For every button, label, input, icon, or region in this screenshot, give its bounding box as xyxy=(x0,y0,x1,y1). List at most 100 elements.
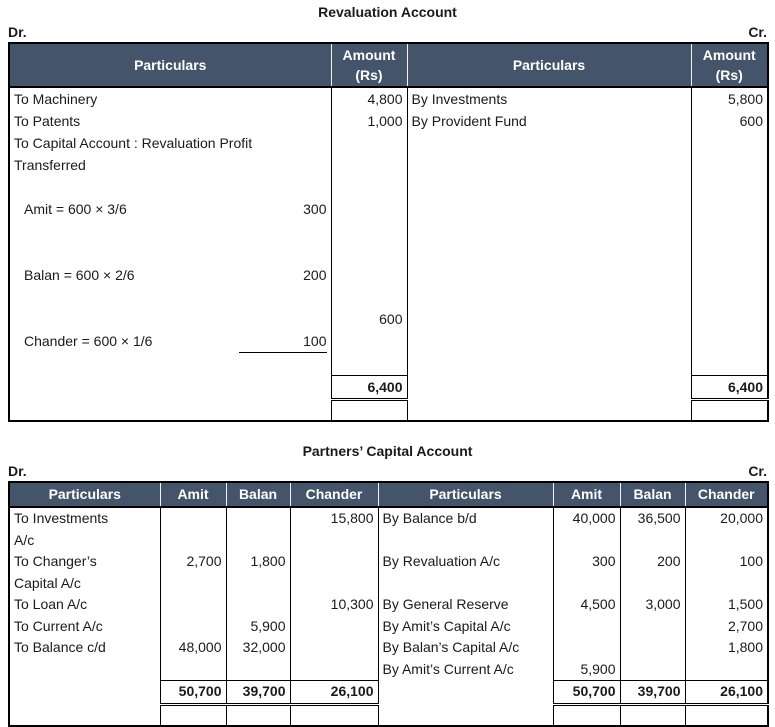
header-chander-debit: Chander xyxy=(289,482,378,508)
chander-amount-cell: 1,500 xyxy=(684,594,768,616)
partner-share-label: Chander = 600 × 1/6 xyxy=(24,333,153,349)
amount-cell xyxy=(330,242,407,308)
balan-amount-cell xyxy=(619,637,685,659)
chander-amount-cell: 100 xyxy=(684,551,768,594)
balan-amount-cell xyxy=(225,507,290,551)
particulars-cell: By Balan’s Capital A/c xyxy=(377,637,553,659)
cr-label: Cr. xyxy=(748,24,767,40)
header-amount-credit: Amount (Rs) xyxy=(690,43,768,88)
dr-label: Dr. xyxy=(8,463,27,479)
revaluation-drcr-row: Dr. Cr. xyxy=(8,23,767,41)
amount-cell: 1,000 xyxy=(330,110,407,132)
chander-amount-cell xyxy=(684,658,768,681)
amount-cell xyxy=(330,176,407,242)
particulars-cell: By Investments xyxy=(406,87,691,110)
chander-amount-cell xyxy=(289,551,378,594)
amit-amount-cell: 4,500 xyxy=(552,594,620,616)
table-row: To Capital Account : Revaluation Profit xyxy=(9,132,768,154)
particulars-cell: To Changer’s Capital A/c xyxy=(14,553,97,591)
chander-amount-cell xyxy=(289,615,378,637)
capital-drcr-row: Dr. Cr. xyxy=(8,462,767,480)
balan-amount-cell: 36,500 xyxy=(619,507,685,551)
chander-amount-cell: 15,800 xyxy=(289,507,378,551)
balan-amount-cell: 200 xyxy=(619,551,685,594)
amount-cell: 600 xyxy=(690,110,768,132)
particulars-cell: To Balance c/d xyxy=(14,639,106,655)
header-balan-debit: Balan xyxy=(225,482,290,508)
amount-cell xyxy=(690,176,768,242)
total-amit-credit: 50,700 xyxy=(552,680,620,706)
particulars-cell xyxy=(406,154,691,176)
particulars-cell: Amit = 600 × 3/6 300 xyxy=(9,176,331,242)
amit-amount-cell: 300 xyxy=(552,551,620,594)
particulars-cell: By Amit’s Current A/c xyxy=(377,658,553,681)
table-row: To Patents 1,000 By Provident Fund 600 xyxy=(9,110,768,132)
amount-cell xyxy=(690,154,768,176)
particulars-cell: To Loan A/c xyxy=(14,596,88,612)
balan-amount-cell xyxy=(225,704,290,726)
amit-amount-cell xyxy=(159,615,226,637)
sub-amount: 100 xyxy=(238,330,327,353)
header-amit-debit: Amit xyxy=(159,482,226,508)
chander-amount-cell xyxy=(684,704,768,726)
particulars-cell xyxy=(406,176,691,242)
header-particulars-credit: Particulars xyxy=(406,43,691,88)
amount-cell xyxy=(690,132,768,154)
header-balan-credit: Balan xyxy=(619,482,685,508)
section-gap xyxy=(0,422,775,442)
particulars-cell: To Current A/c xyxy=(14,617,103,634)
blank-row xyxy=(9,399,768,421)
particulars-cell: To Patents xyxy=(14,113,81,129)
capital-title: Partners’ Capital Account xyxy=(302,443,473,459)
dr-label: Dr. xyxy=(8,24,27,40)
particulars-cell xyxy=(406,132,691,154)
total-chander-debit: 26,100 xyxy=(289,680,378,706)
total-balan-credit: 39,700 xyxy=(619,680,685,706)
total-row: 50,700 39,700 26,100 50,700 39,700 26,10… xyxy=(9,680,768,706)
amount-cell xyxy=(690,242,768,308)
chander-amount-cell xyxy=(289,658,378,681)
table-row: Balan = 600 × 2/6 200 xyxy=(9,242,768,308)
table-row: To Investments A/c 15,800 By Balance b/d… xyxy=(9,507,768,551)
particulars-cell: By Provident Fund xyxy=(406,110,691,132)
amount-cell xyxy=(690,399,768,421)
particulars-cell xyxy=(406,375,691,399)
header-particulars-debit: Particulars xyxy=(9,482,160,508)
table-row: Transferred xyxy=(9,154,768,176)
amit-amount-cell xyxy=(159,658,226,681)
amount-cell xyxy=(330,399,407,421)
partners-capital-account-table: Particulars Amit Balan Chander Particula… xyxy=(8,481,769,727)
table-row: By Amit’s Current A/c 5,900 xyxy=(9,658,768,681)
particulars-cell: By General Reserve xyxy=(377,594,553,616)
header-chander-credit: Chander xyxy=(684,482,768,508)
particulars-cell: To Machinery xyxy=(14,91,98,107)
header-particulars-credit: Particulars xyxy=(377,482,553,508)
amount-cell xyxy=(330,154,407,176)
sub-amount: 200 xyxy=(303,267,327,283)
chander-amount-cell: 20,000 xyxy=(684,507,768,551)
particulars-cell xyxy=(9,659,160,681)
particulars-cell: To Investments A/c xyxy=(14,510,109,548)
amit-amount-cell xyxy=(552,615,620,637)
particulars-cell xyxy=(406,308,691,375)
header-amit-credit: Amit xyxy=(552,482,620,508)
amit-amount-cell: 40,000 xyxy=(552,507,620,551)
table-row: To Balance c/d 48,000 32,000 By Balan’s … xyxy=(9,637,768,659)
total-balan-debit: 39,700 xyxy=(225,680,290,706)
balan-amount-cell xyxy=(225,594,290,616)
chander-amount-cell xyxy=(289,704,378,726)
revaluation-account-table: Particulars Amount (Rs) Particulars Amou… xyxy=(8,42,769,422)
cr-label: Cr. xyxy=(748,463,767,479)
particulars-cell xyxy=(406,242,691,308)
balan-amount-cell: 32,000 xyxy=(225,637,290,659)
table-row: Chander = 600 × 1/6 100 600 xyxy=(9,308,768,375)
particulars-cell xyxy=(9,704,160,726)
total-row: 6,400 6,400 xyxy=(9,374,768,401)
partner-share-label: Balan = 600 × 2/6 xyxy=(24,267,135,283)
chander-amount-cell xyxy=(289,637,378,659)
amit-amount-cell xyxy=(159,594,226,616)
amount-cell: 600 xyxy=(330,308,407,375)
balan-amount-cell xyxy=(619,615,685,637)
amit-amount-cell xyxy=(159,704,226,726)
